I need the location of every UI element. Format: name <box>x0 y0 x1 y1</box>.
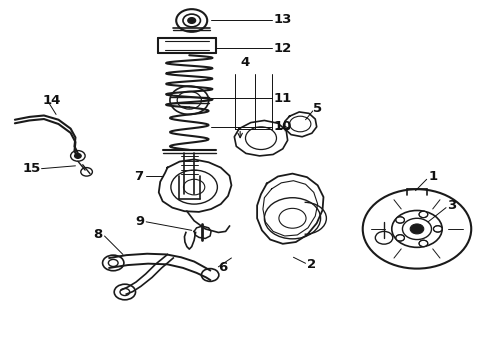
Text: 8: 8 <box>93 229 102 242</box>
Circle shape <box>410 224 424 234</box>
Text: 14: 14 <box>43 94 61 107</box>
Text: 9: 9 <box>135 215 144 228</box>
Circle shape <box>419 211 428 217</box>
Text: 10: 10 <box>273 120 292 133</box>
Circle shape <box>434 226 442 232</box>
Text: 11: 11 <box>273 92 292 105</box>
Text: 2: 2 <box>307 258 316 271</box>
Text: 3: 3 <box>447 199 457 212</box>
Text: 7: 7 <box>134 170 143 183</box>
Circle shape <box>74 153 81 158</box>
Circle shape <box>188 18 196 23</box>
Text: 12: 12 <box>273 42 292 55</box>
Text: 13: 13 <box>273 13 292 26</box>
Text: 1: 1 <box>428 170 437 183</box>
Circle shape <box>396 235 404 241</box>
Text: 4: 4 <box>241 57 249 69</box>
Circle shape <box>419 240 428 247</box>
Text: 6: 6 <box>219 261 228 274</box>
Text: 5: 5 <box>313 102 322 115</box>
Text: 15: 15 <box>22 162 40 175</box>
Circle shape <box>396 217 404 223</box>
